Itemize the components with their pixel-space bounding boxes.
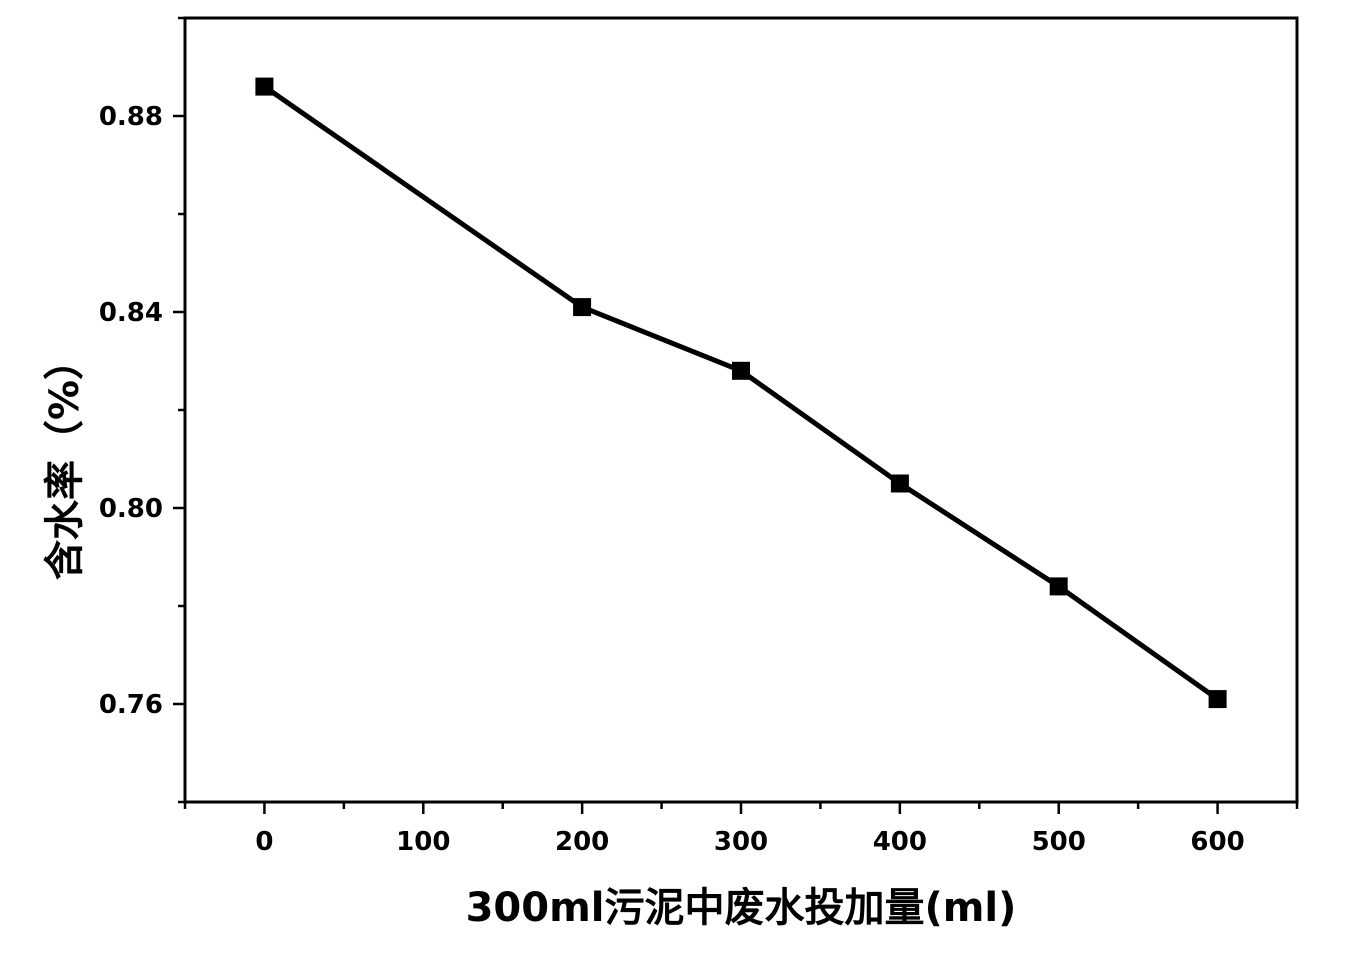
y-axis-tick-labels: 0.76 0.80 0.84 0.88 xyxy=(99,102,163,720)
x-tick-label: 500 xyxy=(1032,827,1086,857)
plot-area-frame xyxy=(183,16,1299,804)
data-point-marker xyxy=(255,77,274,96)
data-point-marker xyxy=(573,298,592,317)
x-tick-label: 300 xyxy=(714,827,768,857)
x-axis-tick-labels: 0 100 200 300 400 500 600 xyxy=(255,827,1244,857)
x-tick-label: 0 xyxy=(255,827,273,857)
data-point-marker xyxy=(1208,690,1227,709)
y-tick-label: 0.88 xyxy=(99,102,163,132)
data-point-marker xyxy=(1049,577,1068,596)
y-axis-label: 含水率（%） xyxy=(42,340,88,580)
x-axis-label: 300ml污泥中废水投加量(ml) xyxy=(466,885,1017,931)
data-point-marker xyxy=(732,361,750,380)
x-tick-label: 200 xyxy=(555,827,609,857)
series-line xyxy=(262,84,1220,702)
data-point-marker xyxy=(890,474,909,493)
series-group xyxy=(255,77,1227,709)
x-tick-label: 400 xyxy=(873,827,927,857)
x-tick-label: 600 xyxy=(1190,827,1244,857)
y-tick-label: 0.84 xyxy=(99,298,163,328)
y-tick-label: 0.80 xyxy=(99,494,163,524)
x-tick-label: 100 xyxy=(396,827,450,857)
y-tick-label: 0.76 xyxy=(99,690,163,720)
